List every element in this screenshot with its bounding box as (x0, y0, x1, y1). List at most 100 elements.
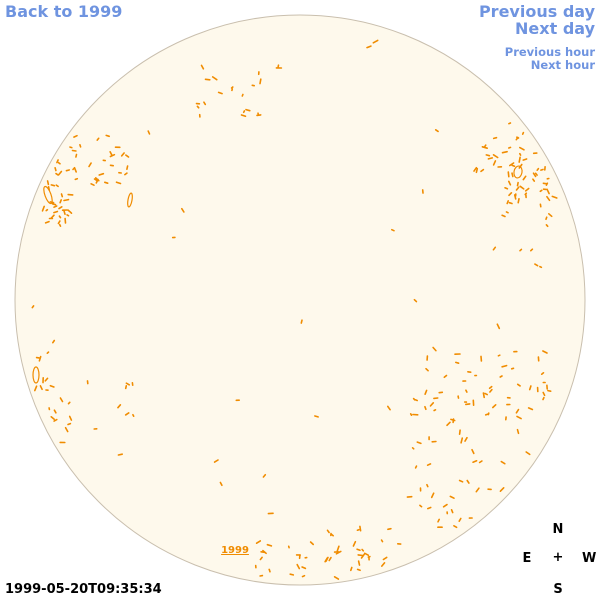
contour-mark (453, 524, 458, 529)
contour-mark (200, 64, 205, 70)
contour-mark (501, 364, 508, 368)
contour-mark (380, 539, 384, 543)
contour-mark (68, 415, 73, 421)
contour-mark (53, 409, 57, 414)
contour-mark (519, 185, 525, 190)
contour-mark (330, 533, 335, 537)
contour-mark (484, 413, 489, 416)
contour-mark (357, 560, 361, 566)
contour-mark (336, 545, 340, 552)
contour-mark (49, 384, 55, 388)
contour-mark (466, 479, 470, 484)
contour-mark (450, 508, 454, 514)
contour-mark (125, 382, 130, 386)
contour-mark (361, 548, 365, 552)
contour-mark (262, 473, 267, 478)
contour-mark (300, 319, 303, 324)
contour-mark (211, 76, 218, 81)
contour-mark (505, 211, 509, 214)
contour-mark (245, 108, 251, 112)
contour-mark (51, 203, 57, 206)
contour-mark (60, 193, 64, 198)
contour-mark (98, 172, 105, 176)
contour-mark (217, 91, 223, 95)
contour-mark (74, 177, 79, 181)
previous-day-link[interactable]: Previous day (478, 2, 595, 21)
contour-mark (125, 154, 130, 158)
contour-mark (357, 554, 364, 557)
contour-mark (443, 374, 448, 379)
contour-mark (545, 224, 549, 228)
contour-mark (508, 162, 515, 167)
contour-mark (522, 175, 527, 181)
contour-mark (426, 483, 429, 488)
contour-mark (59, 397, 64, 403)
contour-mark (58, 223, 62, 227)
contour-mark (124, 384, 128, 390)
contour-mark (44, 377, 49, 382)
next-hour-link[interactable]: Next hour (530, 58, 595, 72)
contour-mark (409, 412, 413, 417)
contour-mark (539, 189, 543, 193)
contour-mark (380, 562, 386, 567)
contour-mark (475, 167, 479, 174)
contour-mark (425, 367, 429, 372)
contour-mark (510, 367, 515, 370)
contour-mark (497, 354, 501, 357)
contour-mark (539, 265, 543, 269)
contour-mark (534, 263, 539, 267)
contour-mark (124, 412, 130, 416)
contour-mark (542, 396, 545, 401)
contour-mark (516, 383, 521, 387)
contour-mark (366, 45, 372, 49)
contour-mark (414, 465, 418, 469)
contour-mark (72, 167, 76, 171)
contour-mark (45, 208, 49, 212)
contour-mark (67, 422, 72, 426)
contour-mark (499, 486, 505, 493)
contour-mark (433, 408, 437, 412)
contour-mark (413, 298, 418, 303)
contour-mark (268, 568, 271, 573)
contour-mark (492, 246, 497, 251)
back-to-year-link[interactable]: Back to 1999 (5, 2, 123, 21)
contour-mark (489, 388, 493, 393)
contour-mark (57, 170, 63, 176)
contour-mark (511, 164, 516, 167)
contour-mark (69, 210, 73, 214)
contour-mark (449, 495, 455, 500)
contour-mark (492, 160, 497, 166)
contour-mark (363, 552, 370, 557)
next-day-link[interactable]: Next day (515, 19, 595, 38)
contour-mark (478, 460, 483, 464)
compass-west: W (582, 551, 597, 566)
contour-mark (31, 305, 35, 309)
contour-mark (534, 172, 538, 176)
contour-mark (360, 553, 366, 559)
contour-mark (532, 178, 536, 182)
contour-mark (525, 451, 531, 456)
contour-mark (90, 183, 95, 186)
contour-mark (255, 540, 262, 545)
contour-mark (511, 172, 514, 178)
contour-mark (289, 573, 295, 576)
contour-mark (126, 165, 129, 170)
contour-mark (39, 384, 43, 391)
previous-hour-link[interactable]: Previous hour (504, 45, 595, 59)
contour-mark (50, 214, 55, 219)
contour-mark (546, 188, 550, 195)
contour-mark (390, 228, 395, 232)
contour-mark (58, 206, 63, 210)
contour-mark (547, 389, 552, 393)
contour-mark (104, 181, 109, 184)
year-link[interactable]: 1999 (221, 545, 249, 556)
contour-mark (44, 220, 50, 224)
contour-mark (386, 405, 391, 411)
contour-mark (519, 248, 523, 252)
contour-mark (372, 39, 379, 44)
compass-north: N (552, 522, 564, 537)
solar-disk (14, 14, 586, 586)
contour-mark (63, 198, 70, 202)
contour-mark (518, 146, 525, 151)
contour-mark (124, 172, 128, 176)
